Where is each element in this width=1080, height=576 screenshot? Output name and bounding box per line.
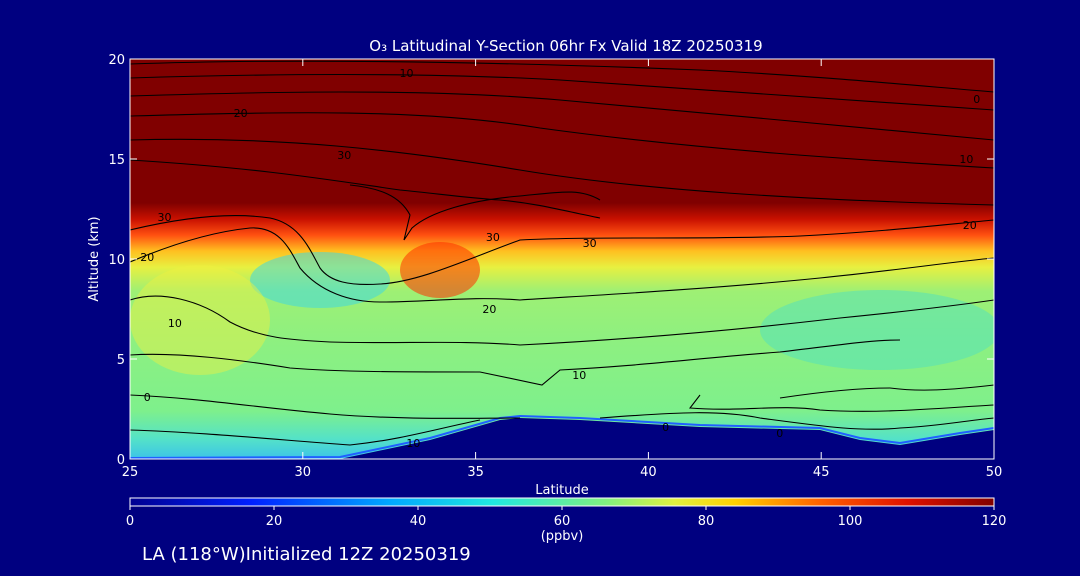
contour-labels: 10 20 30 0 10 30 20 30 30 20 10 20 0 10 0 0 10 — [140, 67, 980, 450]
y-tick-label: 0 — [117, 453, 125, 468]
x-axis: 25 30 35 40 45 50 — [122, 59, 1003, 480]
terrain-mask — [130, 418, 994, 459]
contour-label: 30 — [158, 211, 172, 224]
contour-label: 30 — [337, 149, 351, 162]
x-tick-label: 50 — [986, 465, 1003, 480]
x-tick-label: 45 — [813, 465, 830, 480]
y-axis-label: Altitude (km) — [87, 216, 102, 301]
contour-label: 30 — [486, 231, 500, 244]
ozone-field — [130, 59, 994, 459]
surface-boundary — [130, 414, 994, 459]
colorbar-tick-label: 60 — [554, 514, 571, 529]
y-axis: 0 5 10 15 20 — [108, 53, 994, 468]
contour-label: 0 — [144, 391, 151, 404]
y-tick-label: 5 — [117, 353, 125, 368]
x-axis-label: Latitude — [535, 483, 589, 498]
colorbar-tick-label: 20 — [266, 514, 283, 529]
contour-label: 20 — [140, 251, 154, 264]
ozone-yellow-lobe — [130, 265, 270, 375]
chart-title: O₃ Latitudinal Y-Section 06hr Fx Valid 1… — [369, 37, 762, 55]
plot-area — [130, 59, 994, 459]
contour-label: 0 — [973, 93, 980, 106]
colorbar-tick-label: 100 — [838, 514, 863, 529]
ozone-low-pocket — [250, 252, 390, 308]
contour-label: 20 — [963, 219, 977, 232]
y-tick-label: 20 — [108, 53, 125, 68]
contour-label: 10 — [959, 153, 973, 166]
contour-label: 30 — [583, 237, 597, 250]
contour-label: 10 — [399, 67, 413, 80]
contour-label: 20 — [234, 107, 248, 120]
y-tick-label: 10 — [108, 253, 125, 268]
colorbar — [129, 497, 995, 507]
colorbar-tick-label: 0 — [126, 514, 134, 529]
y-tick-label: 15 — [108, 153, 125, 168]
contour-label: 0 — [776, 427, 783, 440]
x-tick-label: 30 — [295, 465, 312, 480]
colorbar-ticks: 0 20 40 60 80 100 120 — [126, 506, 1007, 529]
contour-lines — [130, 60, 994, 446]
x-tick-label: 25 — [122, 465, 139, 480]
contour-label: 10 — [168, 317, 182, 330]
colorbar-tick-label: 120 — [982, 514, 1007, 529]
colorbar-tick-label: 80 — [698, 514, 715, 529]
contour-label: 0 — [662, 421, 669, 434]
colorbar-tick-label: 40 — [410, 514, 427, 529]
x-tick-label: 40 — [640, 465, 657, 480]
contour-label: 20 — [482, 303, 496, 316]
contour-label: 10 — [572, 369, 586, 382]
colorbar-unit-label: (ppbv) — [541, 529, 584, 544]
x-tick-label: 35 — [467, 465, 484, 480]
ozone-mid-band — [760, 290, 994, 370]
contour-label: 10 — [406, 437, 420, 450]
footer-caption: LA (118°W)Initialized 12Z 20250319 — [142, 544, 471, 565]
